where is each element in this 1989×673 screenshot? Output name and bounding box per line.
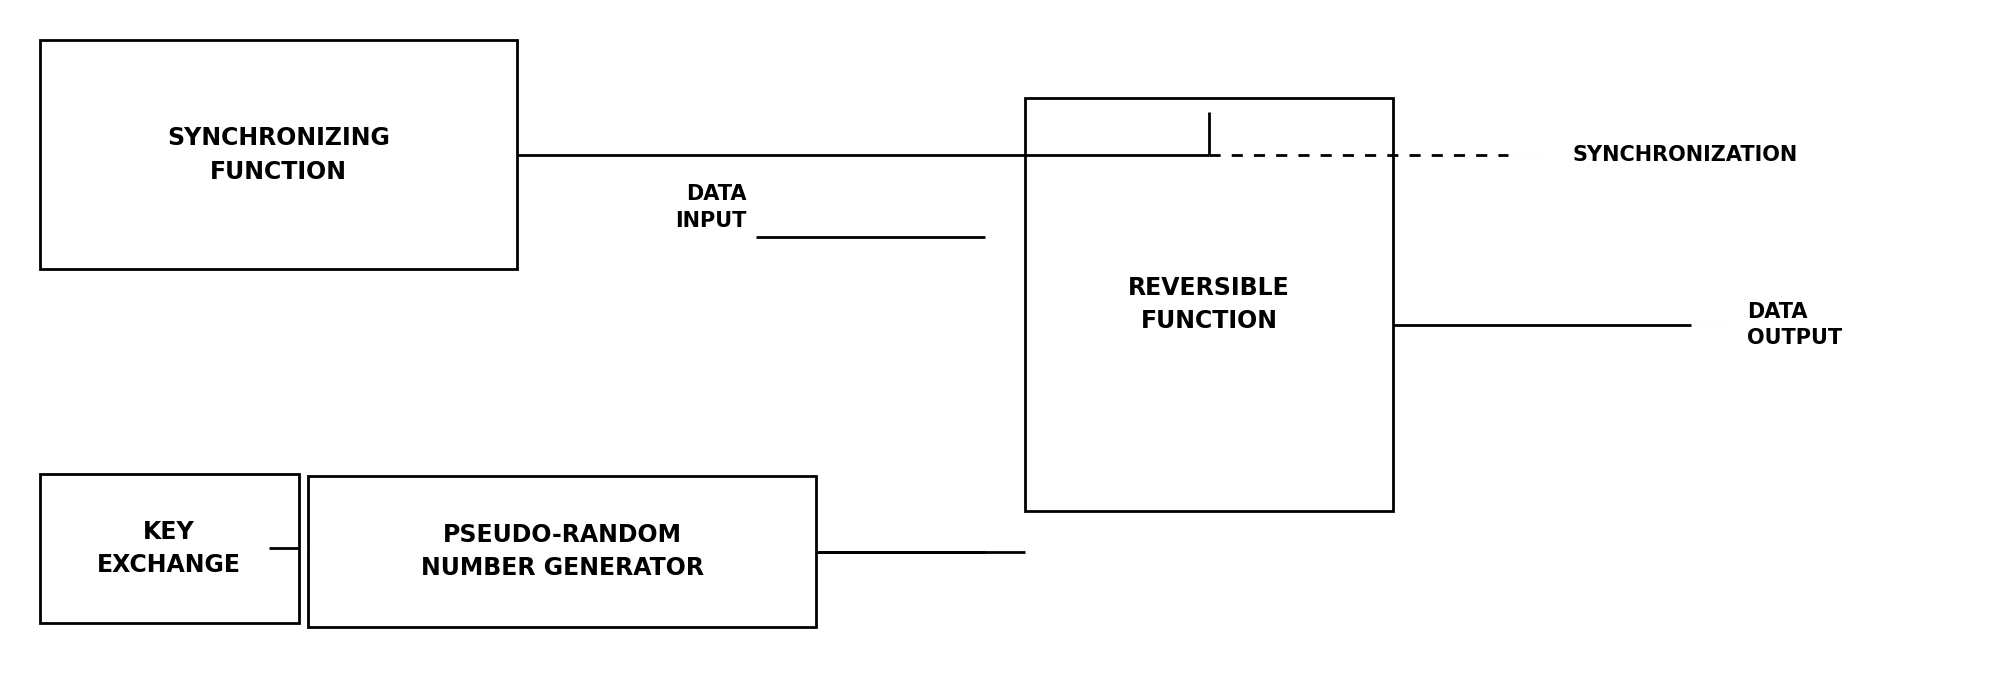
Text: PSEUDO-RANDOM
NUMBER GENERATOR: PSEUDO-RANDOM NUMBER GENERATOR	[420, 523, 704, 580]
Text: SYNCHRONIZATION: SYNCHRONIZATION	[1571, 145, 1796, 165]
Text: KEY
EXCHANGE: KEY EXCHANGE	[97, 520, 241, 577]
Bar	[308, 476, 815, 627]
Text: SYNCHRONIZING
FUNCTION: SYNCHRONIZING FUNCTION	[167, 126, 390, 184]
Bar	[40, 40, 517, 269]
Text: REVERSIBLE
FUNCTION: REVERSIBLE FUNCTION	[1128, 276, 1289, 333]
Text: DATA
INPUT: DATA INPUT	[674, 184, 746, 230]
Bar	[1024, 98, 1392, 511]
Bar	[40, 474, 298, 623]
Text: DATA
OUTPUT: DATA OUTPUT	[1746, 302, 1842, 348]
